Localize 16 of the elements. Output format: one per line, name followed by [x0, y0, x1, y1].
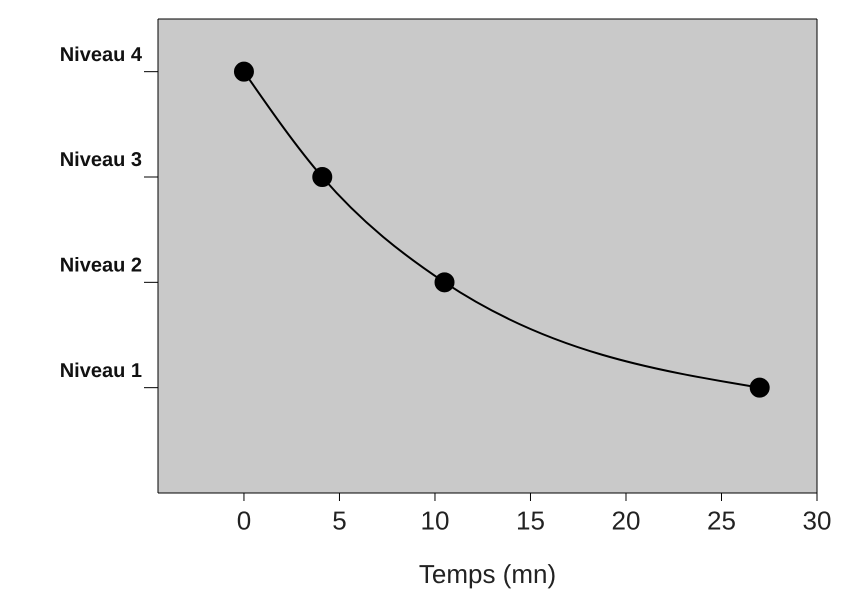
- x-tick-label: 20: [612, 505, 640, 536]
- x-tick-label: 30: [802, 505, 832, 536]
- x-tick-label: 5: [332, 505, 347, 536]
- point: [750, 378, 770, 398]
- point: [234, 62, 254, 82]
- category-label: Niveau 4: [60, 44, 142, 66]
- category-label: Niveau 3: [60, 149, 142, 172]
- x-tick-label: 10: [420, 505, 450, 536]
- x-tick-label: 25: [707, 505, 736, 536]
- x-axis-title: Temps (mn): [418, 559, 556, 589]
- x-tick-label: 15: [516, 505, 545, 536]
- category-label: Niveau 2: [60, 254, 142, 276]
- point: [312, 167, 332, 187]
- x-tick-label: 0: [236, 505, 252, 536]
- point: [434, 272, 455, 292]
- category-label: Niveau 1: [60, 360, 142, 382]
